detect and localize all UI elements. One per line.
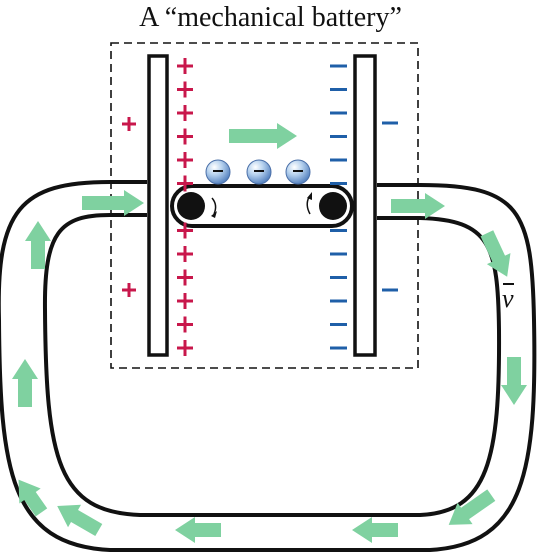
positive-charge-outside: [122, 117, 136, 131]
positive-charge-outside: [122, 283, 136, 297]
flow-arrow-icon: [501, 357, 527, 405]
plus-charge: [177, 222, 193, 239]
flow-arrow-icon: [229, 123, 297, 149]
plus-charge: [177, 316, 193, 333]
left-roller-icon: [177, 192, 205, 220]
flow-arrows: [12, 123, 527, 543]
flow-arrow-icon: [57, 504, 103, 537]
flow-arrow-icon: [391, 193, 445, 219]
left-rotation-arrowhead: [211, 211, 217, 218]
plus-charge: [177, 246, 193, 262]
left-rotation-arrow: [211, 197, 217, 215]
flow-arrow-icon: [352, 517, 398, 543]
plus-charge: [177, 81, 193, 98]
plus-charge: [177, 128, 193, 145]
flow-arrow-icon: [175, 517, 221, 543]
flow-arrow-icon: [82, 190, 144, 216]
right-rotation-arrowhead: [307, 192, 312, 200]
wire-outer: [0, 180, 537, 552]
plus-charge: [177, 58, 193, 74]
flow-arrow-icon: [12, 359, 38, 407]
plus-charge: [177, 293, 193, 309]
flow-arrow-icon: [25, 221, 51, 269]
positive-charges: [177, 58, 193, 356]
plus-charge: [177, 105, 193, 121]
flow-arrow-icon: [448, 489, 496, 525]
negative-plate: [353, 54, 377, 357]
electron-sphere-icon: [205, 159, 231, 185]
negative-charges: [330, 64, 347, 350]
velocity-label: v: [502, 284, 514, 313]
plus-charge: [177, 340, 193, 356]
flow-arrow-icon: [18, 479, 48, 517]
conveyor-belt: [170, 184, 354, 228]
flow-arrow-icon: [480, 230, 511, 277]
plus-charge: [177, 175, 193, 192]
electron-sphere-icon: [246, 159, 272, 185]
velocity-vector-bar: [503, 283, 514, 285]
plus-charge: [177, 269, 193, 286]
wire-inner: [42, 213, 502, 517]
electron-sphere-icon: [285, 159, 311, 185]
right-roller-icon: [319, 192, 347, 220]
positive-plate: [147, 54, 169, 357]
plus-charge: [177, 152, 193, 168]
diagram-title: A “mechanical battery”: [139, 2, 402, 33]
